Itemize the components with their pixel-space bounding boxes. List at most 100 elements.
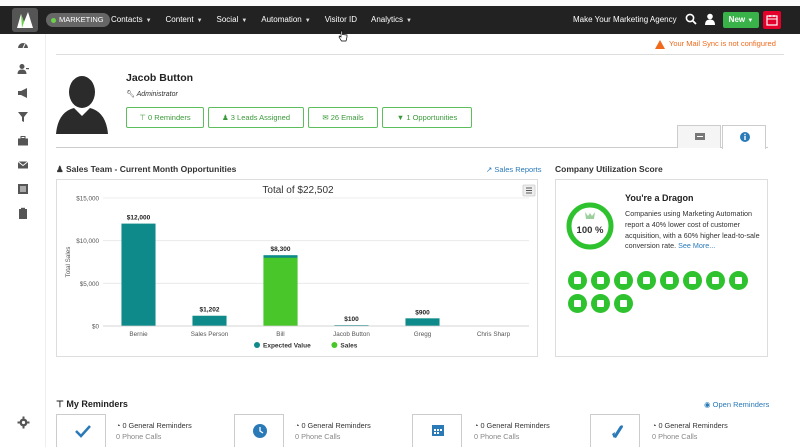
utilization-percent: 100 % <box>577 225 604 236</box>
feature-social-icon[interactable] <box>660 271 679 290</box>
search-icon[interactable] <box>685 13 697 25</box>
y-tick-label: $10,000 <box>76 238 99 245</box>
feature-chart-icon[interactable] <box>683 271 702 290</box>
envelope-icon[interactable] <box>17 159 29 171</box>
warning-icon <box>655 39 665 49</box>
contacts-icon[interactable] <box>17 63 29 75</box>
reminder-summary: ◔ 0 General Reminders 0 Phone Calls <box>652 420 728 442</box>
leads-assigned-count: 3 Leads Assigned <box>230 113 291 122</box>
caret-down-icon: ▼ <box>241 18 248 24</box>
bar-expected-value <box>334 325 369 326</box>
nav-item-contacts[interactable]: Contacts ▼ <box>111 13 152 28</box>
agency-name[interactable]: Make Your Marketing Agency <box>573 15 677 24</box>
tab-info[interactable] <box>722 125 766 149</box>
feature-trend-icon[interactable] <box>706 271 725 290</box>
nav-label: Analytics <box>371 15 404 24</box>
nav-label: Contacts <box>111 15 143 24</box>
mail-sync-warning[interactable]: Your Mail Sync is not configured <box>655 39 776 49</box>
x-tick-label: Sales Person <box>191 331 229 338</box>
see-more-link[interactable]: See More... <box>678 241 716 251</box>
nav-item-content[interactable]: Content ▼ <box>166 13 203 28</box>
feature-edit-icon[interactable] <box>637 271 656 290</box>
filter-icon: ▼ <box>396 113 405 122</box>
feature-email-icon[interactable] <box>614 271 633 290</box>
clock-icon: ◔ <box>652 421 657 430</box>
calendar-button[interactable] <box>763 11 781 29</box>
sales-reports-link[interactable]: ↗ Sales Reports <box>486 165 542 174</box>
feature-clipboard-icon[interactable] <box>568 294 587 313</box>
legend-marker <box>331 342 338 348</box>
opportunities-count: 1 Opportunities <box>406 113 458 122</box>
x-tick-label: Bernie <box>129 331 148 338</box>
filter-icon[interactable] <box>17 111 29 123</box>
feature-card-icon[interactable] <box>591 294 610 313</box>
calendar-icon <box>432 425 444 436</box>
feature-users-icon[interactable] <box>591 271 610 290</box>
marketing-badge[interactable]: MARKETING <box>46 13 110 27</box>
utilization-headline: You're a Dragon <box>625 193 694 203</box>
app-logo-icon[interactable] <box>12 8 38 32</box>
reminder-calls-count: 0 Phone Calls <box>474 432 520 441</box>
utilization-gauge: 100 % <box>566 202 614 250</box>
reminders-button[interactable]: ⊤ 0 Reminders <box>126 107 204 128</box>
reminder-card-general[interactable] <box>56 414 106 447</box>
feature-landing-icon[interactable] <box>729 271 748 290</box>
nav-item-social[interactable]: Social ▼ <box>217 13 248 28</box>
reminder-card-calendar[interactable] <box>412 414 462 447</box>
info-icon <box>740 132 750 142</box>
nav-label: Content <box>165 15 194 24</box>
pin-icon: ⊤ <box>56 399 64 409</box>
window-top-edge <box>0 0 800 6</box>
leads-assigned-button[interactable]: ♟ 3 Leads Assigned <box>208 107 304 128</box>
list-icon[interactable] <box>17 183 29 195</box>
megaphone-icon[interactable] <box>17 87 29 99</box>
caret-down-icon: ▼ <box>145 18 152 24</box>
bar-data-label: $100 <box>344 316 359 323</box>
emails-button[interactable]: ✉ 26 Emails <box>308 107 378 128</box>
clock-icon: ◔ <box>295 421 300 430</box>
avatar[interactable] <box>52 70 112 134</box>
eye-icon: ◉ <box>704 400 711 409</box>
emails-count: 26 Emails <box>330 113 364 122</box>
user-role-label: Administrator <box>136 91 178 98</box>
open-reminders-label: Open Reminders <box>712 400 770 409</box>
reminder-card-rocket[interactable] <box>590 414 640 447</box>
main-nav: Contacts ▼ Content ▼ Social ▼ Automation ▼ V… <box>111 13 412 28</box>
users-icon: ♟ <box>221 113 229 122</box>
open-reminders-link[interactable]: ◉ Open Reminders <box>704 400 769 409</box>
tab-card-view[interactable] <box>677 125 721 148</box>
clipboard-icon[interactable] <box>17 207 29 219</box>
utilization-title: Company Utilization Score <box>555 164 663 174</box>
reminder-general-count: 0 General Reminders <box>122 421 192 430</box>
feature-contacts-icon[interactable] <box>568 271 587 290</box>
x-tick-label: Chris Sharp <box>477 331 511 338</box>
bar-data-label: $12,000 <box>127 215 151 222</box>
reminder-calls-count: 0 Phone Calls <box>652 432 698 441</box>
sales-reports-label: Sales Reports <box>494 165 542 174</box>
feature-document-icon[interactable] <box>614 294 633 313</box>
bar-expected-value <box>121 223 156 326</box>
opportunities-button[interactable]: ▼ 1 Opportunities <box>382 107 472 128</box>
settings-gear-icon[interactable] <box>17 416 30 429</box>
reminder-general-count: 0 General Reminders <box>480 421 550 430</box>
y-axis-label: Total Sales <box>65 247 72 278</box>
reminder-general-count: 0 General Reminders <box>658 421 728 430</box>
reminder-card-clock[interactable] <box>234 414 284 447</box>
utilization-features <box>568 271 758 313</box>
y-tick-label: $0 <box>92 324 100 331</box>
x-tick-label: Jacob Button <box>333 331 370 338</box>
nav-item-automation[interactable]: Automation ▼ <box>261 13 310 28</box>
chart-title: Total of $22,502 <box>262 185 334 196</box>
user-icon[interactable] <box>704 13 716 25</box>
nav-item-analytics[interactable]: Analytics ▼ <box>371 13 412 28</box>
new-button[interactable]: New ▼ <box>723 12 759 28</box>
dashboard-icon[interactable] <box>17 39 29 51</box>
nav-label: Automation <box>261 15 302 24</box>
checkmark-icon <box>75 425 91 438</box>
envelope-icon: ✉ <box>322 113 329 122</box>
briefcase-icon[interactable] <box>17 135 29 147</box>
nav-item-visitor-id[interactable]: Visitor ID <box>325 13 357 28</box>
line-chart-icon: ↗ <box>486 165 493 174</box>
legend-label: Expected Value <box>263 343 311 350</box>
nav-label: Social <box>216 15 239 24</box>
